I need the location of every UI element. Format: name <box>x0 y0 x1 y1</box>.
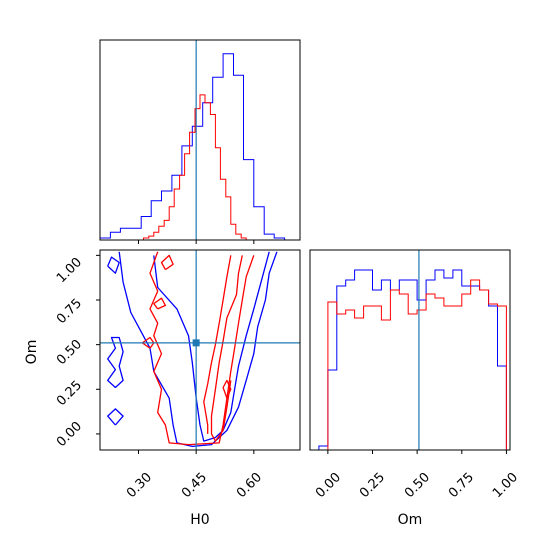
truth-marker <box>192 339 200 347</box>
axes-frame <box>99 249 301 451</box>
red-contour-line <box>222 379 232 399</box>
contour-y-tick-label: 0.25 <box>54 378 85 409</box>
contour-y-tick-label: 1.00 <box>54 255 85 286</box>
h0-histogram-panel <box>99 39 301 244</box>
axes-frame <box>309 249 511 451</box>
contour-x-tick-label: 0.60 <box>234 470 265 501</box>
red-contour-line <box>210 255 243 442</box>
red-histogram-series <box>327 279 507 450</box>
contour-x-axis-label: H0 <box>190 512 209 528</box>
om-hist-x-tick-label: 0.50 <box>402 470 433 501</box>
blue-contour-line <box>107 336 124 388</box>
red-contour-line <box>160 254 174 271</box>
plot-area <box>100 40 295 240</box>
contour-y-tick-label: 0.75 <box>54 296 85 327</box>
contour-y-tick-label: 0.00 <box>54 419 85 450</box>
axes-frame <box>99 39 301 241</box>
om-vs-h0-contour-panel <box>96 249 301 454</box>
blue-contour-line <box>107 256 120 274</box>
om-hist-x-axis-label: Om <box>398 512 423 528</box>
plot-area <box>318 250 510 450</box>
contour-x-tick-label: 0.45 <box>179 470 210 501</box>
blue-contour-line <box>118 251 278 448</box>
red-contour-line <box>203 255 232 434</box>
plot-area <box>100 250 300 450</box>
om-hist-x-tick-label: 1.00 <box>490 470 521 501</box>
om-hist-x-tick-label: 0.00 <box>313 470 344 501</box>
om-hist-x-tick-label: 0.25 <box>357 470 388 501</box>
red-contour-line <box>153 297 167 310</box>
blue-contour-line <box>153 251 270 442</box>
contour-x-tick-label: 0.30 <box>124 470 155 501</box>
blue-histogram-series <box>318 269 510 450</box>
blue-histogram-series <box>100 53 295 240</box>
om-histogram-panel <box>309 249 511 454</box>
red-contour-line <box>149 251 255 446</box>
blue-contour-line <box>107 408 124 426</box>
contour-y-tick-label: 0.50 <box>54 337 85 368</box>
red-histogram-series <box>138 94 252 240</box>
contour-y-axis-label: Om <box>24 340 40 365</box>
red-contour-line <box>141 336 155 349</box>
om-hist-x-tick-label: 0.75 <box>446 470 477 501</box>
